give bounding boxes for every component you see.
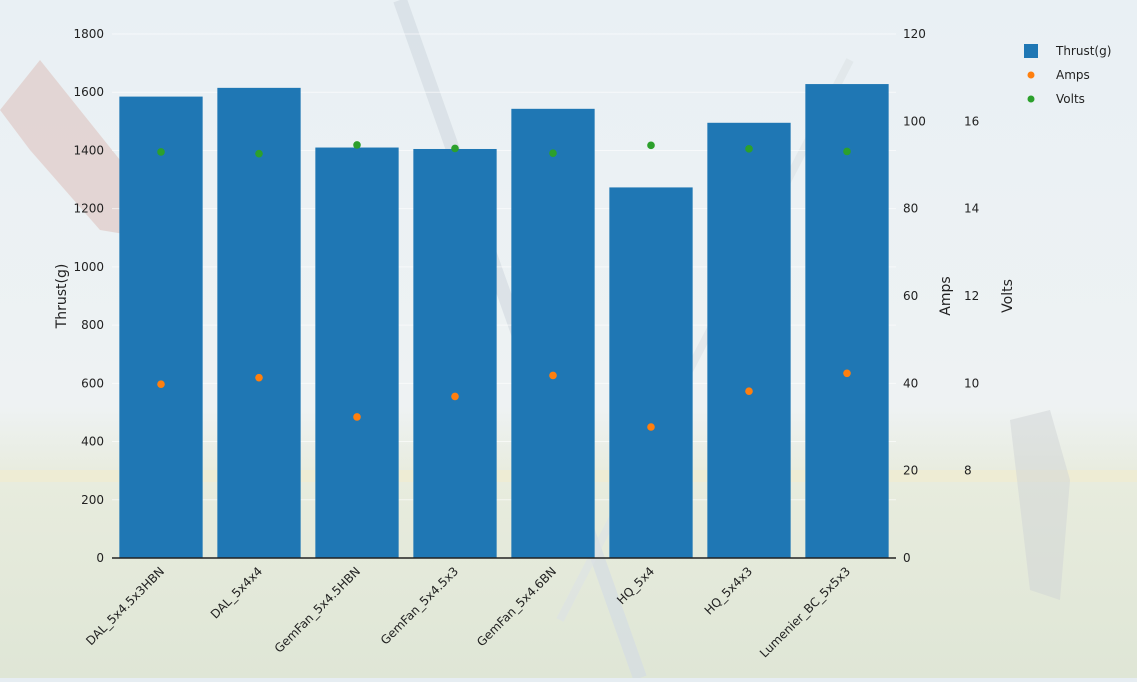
amps-tick-label: 120 xyxy=(903,27,926,41)
point-amps xyxy=(353,413,361,421)
x-tick-label: Lumenier_BC_5x5x3 xyxy=(757,564,853,660)
bar-thrust xyxy=(707,122,791,559)
bar-thrust xyxy=(315,147,399,559)
bar-thrust xyxy=(119,96,203,558)
x-tick-label: GemFan_5x4.6BN xyxy=(474,564,559,649)
x-axis-ticks: DAL_5x4.5x3HBN DAL_5x4x4 GemFan_5x4.5HBN Ge… xyxy=(83,564,853,660)
point-volts xyxy=(157,148,165,156)
point-amps xyxy=(157,380,165,389)
y-axis-title-thrust: Thrust(g) xyxy=(54,264,70,330)
left-tick-label: 600 xyxy=(81,376,104,390)
volts-tick-label: 8 xyxy=(964,464,972,478)
volts-tick-label: 14 xyxy=(964,202,979,216)
left-tick-label: 200 xyxy=(81,493,104,507)
volts-axis-ticks: 8 10 12 14 16 xyxy=(964,114,979,477)
x-tick-label: DAL_5x4x4 xyxy=(208,564,265,621)
amps-tick-label: 40 xyxy=(903,376,918,390)
point-volts xyxy=(745,145,753,153)
x-tick-label: DAL_5x4.5x3HBN xyxy=(83,564,167,648)
amps-tick-label: 60 xyxy=(903,289,918,303)
left-tick-label: 400 xyxy=(81,435,104,449)
x-tick-label: HQ_5x4 xyxy=(614,564,657,607)
bar-thrust xyxy=(413,148,497,558)
scatter-points xyxy=(157,141,851,431)
volts-tick-label: 16 xyxy=(964,114,979,128)
bar-thrust xyxy=(609,187,693,558)
x-tick-label: HQ_5x4x3 xyxy=(702,564,755,617)
amps-tick-label: 20 xyxy=(903,464,918,478)
amps-tick-label: 0 xyxy=(903,551,911,565)
y-axis-title-amps: Amps xyxy=(938,276,954,315)
left-tick-label: 1400 xyxy=(73,143,104,157)
left-tick-label: 1800 xyxy=(73,27,104,41)
point-amps xyxy=(255,373,263,382)
legend-swatch-amps xyxy=(1027,71,1035,79)
bar-thrust xyxy=(805,84,889,559)
amps-tick-label: 80 xyxy=(903,202,918,216)
volts-tick-label: 10 xyxy=(964,376,979,390)
thrust-bars xyxy=(119,84,889,559)
left-tick-label: 1000 xyxy=(73,260,104,274)
point-amps xyxy=(549,371,557,380)
point-volts xyxy=(843,147,851,156)
amps-axis-ticks: 0 20 40 60 80 100 120 xyxy=(903,27,926,565)
point-volts xyxy=(255,149,263,158)
point-amps xyxy=(451,392,459,401)
x-tick-label: GemFan_5x4.5HBN xyxy=(272,564,363,655)
point-amps xyxy=(647,423,655,431)
left-tick-label: 0 xyxy=(96,551,104,565)
legend-swatch-thrust xyxy=(1024,44,1038,58)
legend-label-volts: Volts xyxy=(1056,92,1085,106)
legend-label-amps: Amps xyxy=(1056,68,1090,82)
left-tick-label: 800 xyxy=(81,318,104,332)
point-amps xyxy=(745,387,753,395)
legend-swatch-volts xyxy=(1027,95,1035,103)
volts-tick-label: 12 xyxy=(964,289,979,303)
bar-thrust xyxy=(217,87,301,558)
amps-tick-label: 100 xyxy=(903,114,926,128)
bar-thrust xyxy=(511,108,595,558)
point-volts xyxy=(647,141,655,150)
left-axis-ticks: 0 200 400 600 800 1000 1200 1400 1600 1800 xyxy=(73,27,104,565)
y-axis-title-volts: Volts xyxy=(1000,279,1016,313)
legend-label-thrust: Thrust(g) xyxy=(1055,44,1111,58)
point-volts xyxy=(549,149,557,158)
point-amps xyxy=(843,369,851,378)
point-volts xyxy=(451,144,459,153)
legend: Thrust(g) Amps Volts xyxy=(1024,44,1111,106)
point-volts xyxy=(353,141,361,149)
left-tick-label: 1200 xyxy=(73,202,104,216)
left-tick-label: 1600 xyxy=(73,85,104,99)
x-tick-label: GemFan_5x4.5x3 xyxy=(378,564,461,647)
